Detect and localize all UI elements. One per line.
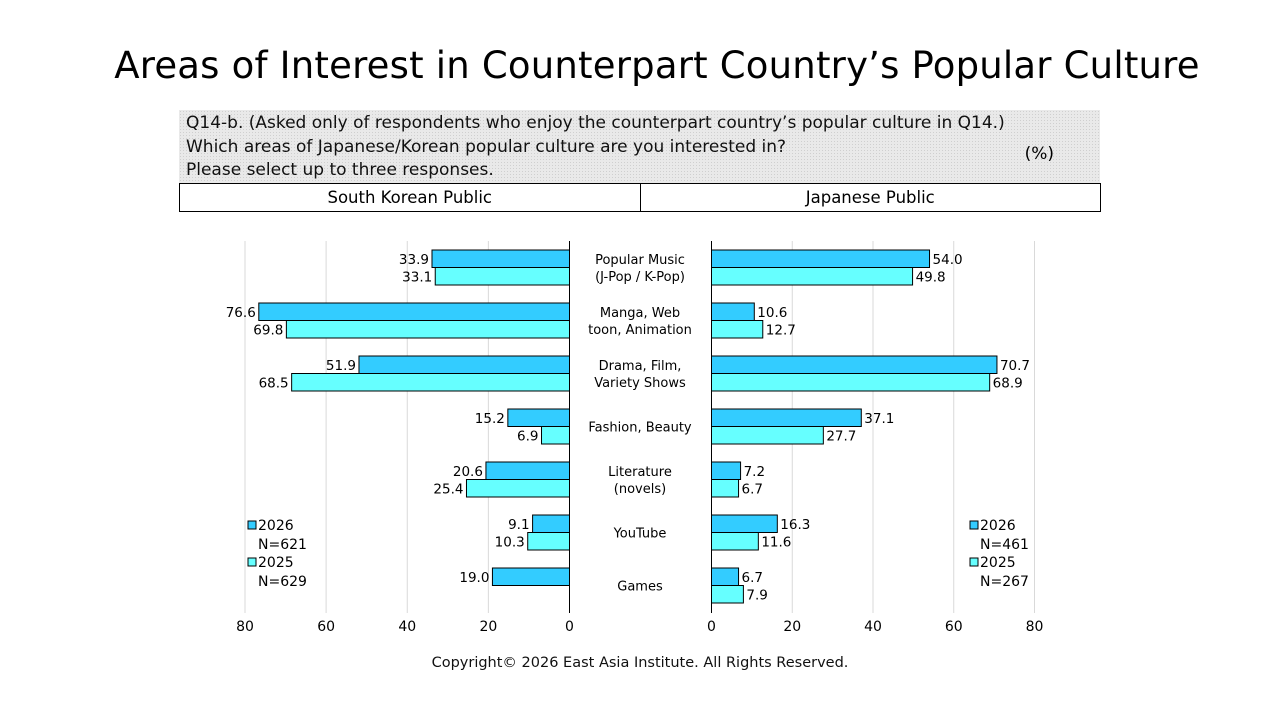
- category-label: Popular Music: [595, 253, 685, 268]
- data-label: 10.6: [757, 305, 787, 321]
- panel-header: South Korean Public Japanese Public: [179, 183, 1101, 212]
- x-tick-label: 20: [479, 619, 497, 635]
- x-tick-label: 0: [707, 619, 716, 635]
- bar-left-2025: [434, 267, 570, 286]
- data-label: 25.4: [433, 482, 463, 498]
- category-label: Literature: [608, 465, 672, 480]
- data-label: 68.5: [259, 376, 289, 392]
- bar-left-2026: [485, 461, 570, 480]
- legend-swatch: [247, 520, 257, 530]
- data-label: 70.7: [1000, 358, 1030, 374]
- bar-left-2025: [465, 479, 570, 498]
- bar-left-2026: [431, 249, 571, 268]
- question-line: Which areas of Japanese/Korean popular c…: [186, 136, 787, 157]
- data-label: 76.6: [226, 305, 256, 321]
- data-label: 20.6: [453, 464, 483, 480]
- legend-label: 2025: [980, 555, 1016, 571]
- bar-right-2025: [711, 267, 914, 286]
- data-label: 10.3: [495, 535, 525, 551]
- bar-left-2025: [285, 320, 570, 339]
- data-label: 68.9: [993, 376, 1023, 392]
- x-tick-label: 60: [945, 619, 963, 635]
- x-tick-label: 40: [864, 619, 882, 635]
- data-label: 19.0: [459, 570, 489, 586]
- x-tick-label: 40: [398, 619, 416, 635]
- unit-label: (%): [1024, 144, 1054, 164]
- data-label: 6.7: [742, 482, 763, 498]
- data-label: 54.0: [933, 252, 963, 268]
- left-panel-label: South Korean Public: [327, 188, 492, 207]
- question-line: Q14-b. (Asked only of respondents who en…: [186, 113, 1005, 133]
- data-label: 69.8: [253, 323, 283, 339]
- legend-count: N=621: [258, 537, 307, 553]
- x-tick-label: 20: [783, 619, 801, 635]
- legend-swatch: [969, 557, 979, 567]
- copyright-notice: Copyright© 2026 East Asia Institute. All…: [431, 655, 849, 671]
- data-label: 15.2: [475, 411, 505, 427]
- bar-right-2025: [711, 320, 764, 339]
- legend-label: 2025: [258, 555, 294, 571]
- x-tick-label: 80: [236, 619, 254, 635]
- bar-left-2026: [507, 408, 570, 427]
- bar-left-2026: [491, 567, 570, 586]
- bar-right-2026: [711, 302, 755, 321]
- category-label: Games: [617, 580, 663, 595]
- bar-left-2025: [527, 532, 571, 551]
- data-label: 37.1: [864, 411, 894, 427]
- legend-label: 2026: [980, 518, 1016, 534]
- legend-swatch: [969, 520, 979, 530]
- bar-right-2025: [711, 585, 744, 604]
- bar-right-2026: [711, 461, 742, 480]
- bar-left-2025: [291, 373, 570, 392]
- x-tick-label: 80: [1026, 619, 1044, 635]
- bar-right-2025: [711, 373, 991, 392]
- legend-swatch: [247, 557, 257, 567]
- category-label: Manga, Web: [600, 306, 680, 321]
- legend-count: N=629: [258, 574, 307, 590]
- bar-right-2025: [711, 479, 740, 498]
- data-label: 12.7: [766, 323, 796, 339]
- data-label: 27.7: [826, 429, 856, 445]
- bar-right-2026: [711, 514, 778, 533]
- data-label: 9.1: [508, 517, 529, 533]
- question-line: Please select up to three responses.: [186, 160, 494, 180]
- page-title: Areas of Interest in Counterpart Country…: [114, 44, 1200, 87]
- data-label: 51.9: [326, 358, 356, 374]
- bar-right-2026: [711, 408, 862, 427]
- category-label: Fashion, Beauty: [588, 421, 692, 436]
- category-label: (novels): [614, 482, 666, 497]
- legend-count: N=267: [980, 574, 1029, 590]
- bar-right-2026: [711, 249, 931, 268]
- data-label: 7.2: [744, 464, 765, 480]
- bar-right-2026: [711, 355, 998, 374]
- data-label: 6.7: [742, 570, 763, 586]
- category-label: Drama, Film,: [599, 359, 682, 374]
- question-box: Q14-b. (Asked only of respondents who en…: [179, 110, 1100, 183]
- x-tick-label: 60: [317, 619, 335, 635]
- category-label: toon, Animation: [588, 323, 692, 338]
- category-label: (J-Pop / K-Pop): [595, 270, 685, 285]
- bar-left-2026: [258, 302, 570, 321]
- category-label: YouTube: [613, 527, 667, 542]
- bar-left-2026: [532, 514, 571, 533]
- legend-count: N=461: [980, 537, 1029, 553]
- data-label: 16.3: [780, 517, 810, 533]
- legend-label: 2026: [258, 518, 294, 534]
- data-label: 33.1: [402, 270, 432, 286]
- category-label: Variety Shows: [594, 376, 686, 391]
- data-label: 33.9: [399, 252, 429, 268]
- bar-left-2026: [358, 355, 570, 374]
- right-panel-label: Japanese Public: [639, 184, 1101, 211]
- data-label: 7.9: [746, 588, 767, 604]
- bar-left-2025: [541, 426, 571, 445]
- bar-right-2026: [711, 567, 740, 586]
- x-tick-label: 0: [565, 619, 574, 635]
- bar-right-2025: [711, 532, 759, 551]
- data-label: 11.6: [761, 535, 791, 551]
- bar-right-2025: [711, 426, 824, 445]
- data-label: 6.9: [517, 429, 538, 445]
- data-label: 49.8: [916, 270, 946, 286]
